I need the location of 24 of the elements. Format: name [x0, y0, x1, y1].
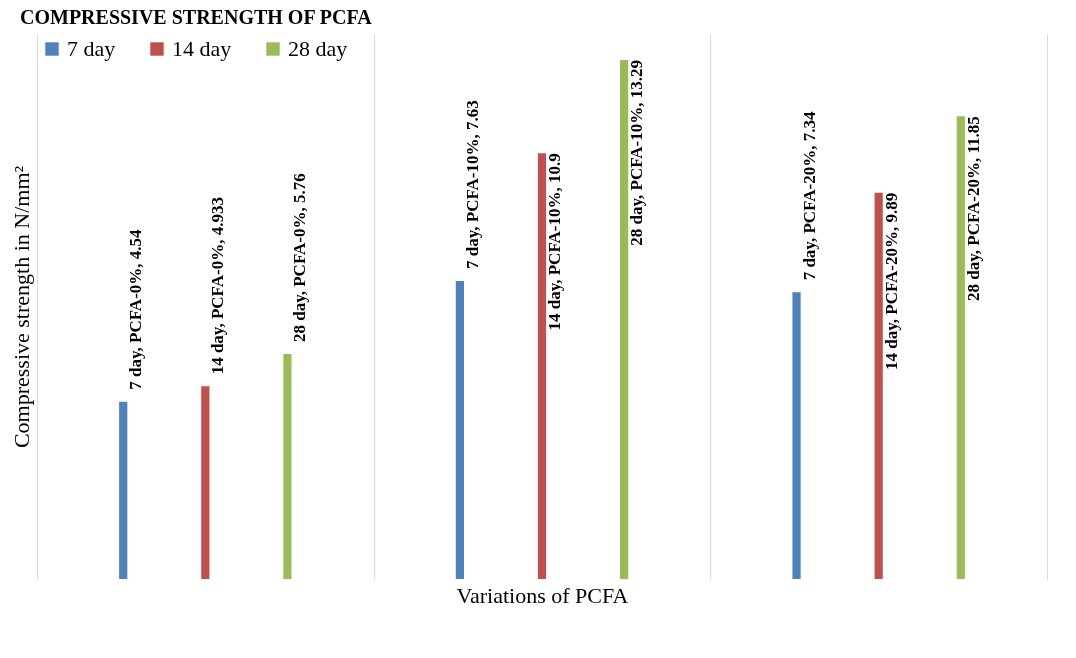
chart-title: COMPRESSIVE STRENGTH OF PCFA [20, 6, 373, 28]
legend-label: 7 day [67, 36, 116, 61]
data-label: 28 day, PCFA-10%, 13.29 [627, 59, 647, 246]
bar [201, 386, 210, 579]
data-label: 28 day, PCFA-20%, 11.85 [963, 116, 983, 301]
bar [537, 153, 547, 579]
data-label: 14 day, PCFA-0%, 4.933 [208, 197, 228, 375]
legend-label: 28 day [288, 36, 348, 61]
bar [792, 292, 801, 579]
bar [874, 192, 883, 579]
data-label: 7 day, PCFA-0%, 4.54 [126, 228, 146, 390]
data-label: 14 day, PCFA-10%, 10.9 [545, 153, 564, 331]
bar [283, 354, 292, 579]
bar [620, 59, 629, 579]
bar [956, 116, 965, 579]
data-label: 14 day, PCFA-20%, 9.89 [881, 192, 901, 370]
bar [119, 401, 128, 579]
x-axis-title: Variations of PCFA [456, 582, 629, 608]
data-label: 7 day, PCFA-20%, 7.34 [799, 111, 819, 281]
legend-label: 14 day [172, 36, 232, 61]
y-axis-title: Compressive strength in N/mm² [8, 165, 34, 449]
data-label: 28 day, PCFA-0%, 5.76 [290, 173, 310, 343]
data-label: 7 day, PCFA-10%, 7.63 [462, 100, 482, 270]
bar [455, 281, 464, 579]
